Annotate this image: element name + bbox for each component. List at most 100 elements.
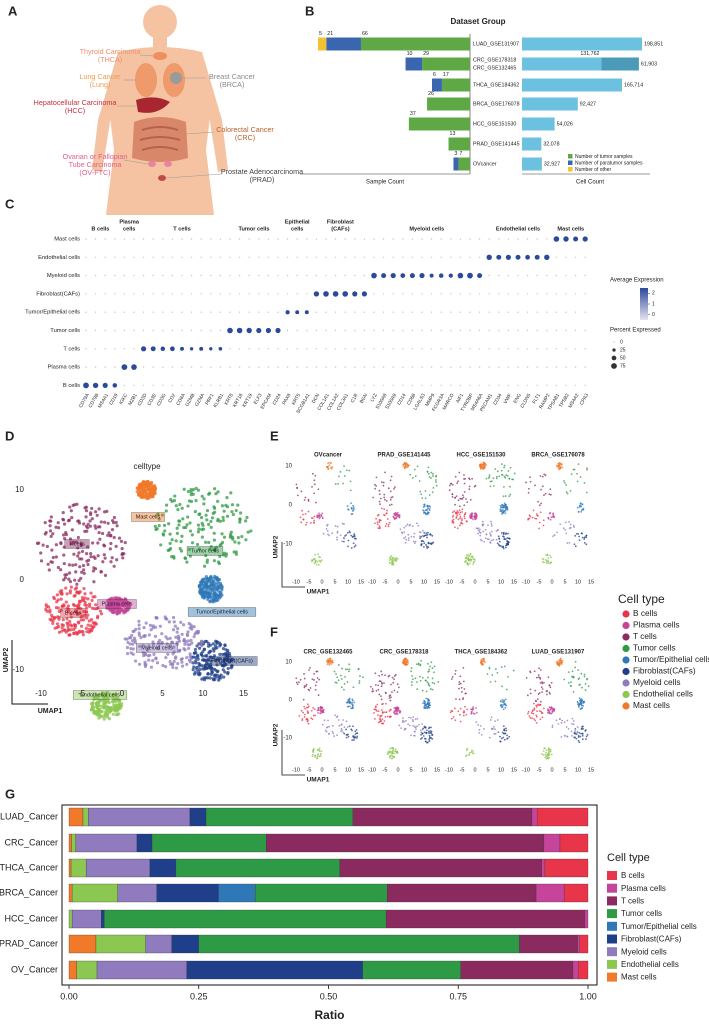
umap-point bbox=[383, 514, 385, 516]
umap-point bbox=[86, 613, 90, 617]
x-tick-label: 0 bbox=[473, 767, 476, 773]
umap-point bbox=[152, 484, 157, 488]
umap-point bbox=[95, 694, 99, 698]
umap-point bbox=[503, 485, 505, 488]
umap-point bbox=[61, 510, 65, 515]
umap-point bbox=[57, 615, 61, 619]
background-dot bbox=[258, 238, 260, 240]
umap-point bbox=[506, 474, 509, 477]
background-dot bbox=[565, 384, 567, 387]
umap-point bbox=[320, 710, 323, 713]
dot bbox=[371, 272, 377, 279]
value-label: 66 bbox=[362, 31, 368, 37]
background-dot bbox=[181, 274, 183, 277]
umap-point bbox=[529, 476, 531, 479]
background-dot bbox=[430, 256, 433, 258]
panel-label: D bbox=[5, 428, 14, 443]
umap-point bbox=[580, 672, 583, 675]
umap-point bbox=[317, 553, 320, 556]
umap-point bbox=[405, 663, 408, 666]
background-dot bbox=[219, 238, 222, 240]
gene-label: CD3G bbox=[156, 392, 168, 407]
gene-label: CD3D bbox=[137, 392, 149, 407]
umap-point bbox=[492, 477, 495, 480]
umap-point bbox=[197, 547, 201, 551]
umap-point bbox=[62, 603, 66, 607]
umap-point bbox=[88, 602, 92, 606]
umap-point bbox=[47, 605, 51, 609]
umap-point bbox=[109, 541, 113, 546]
background-dot bbox=[133, 256, 135, 258]
background-dot bbox=[104, 293, 106, 295]
x-tick-label: 15 bbox=[511, 579, 517, 585]
umap-point bbox=[83, 592, 87, 596]
cell-bar bbox=[522, 157, 542, 171]
umap-point bbox=[340, 686, 343, 689]
legend-swatch bbox=[607, 934, 617, 944]
umap-point bbox=[214, 492, 218, 496]
umap-point bbox=[459, 713, 461, 716]
umap-point bbox=[351, 698, 354, 701]
umap-point bbox=[573, 468, 576, 471]
background-dot bbox=[238, 274, 241, 277]
background-dot bbox=[584, 256, 586, 258]
background-dot bbox=[267, 293, 270, 295]
umap-point bbox=[202, 564, 207, 568]
umap-point bbox=[84, 626, 88, 630]
umap-point bbox=[168, 541, 172, 545]
umap-point bbox=[197, 646, 202, 650]
umap-point bbox=[154, 656, 158, 660]
background-dot bbox=[402, 238, 404, 240]
umap-point bbox=[73, 593, 77, 598]
umap-point bbox=[411, 525, 414, 528]
umap-point bbox=[538, 667, 540, 670]
umap-point bbox=[123, 541, 127, 545]
umap-point bbox=[81, 598, 86, 602]
umap-point bbox=[513, 472, 516, 475]
x-tick-label: 0 bbox=[396, 767, 399, 773]
umap-point bbox=[574, 728, 577, 730]
y-tick-label: -10 bbox=[283, 542, 292, 548]
background-dot bbox=[325, 366, 327, 368]
background-dot bbox=[171, 384, 174, 387]
x-tick-label: 10 bbox=[498, 767, 504, 773]
umap-point bbox=[218, 519, 223, 523]
background-dot bbox=[459, 348, 462, 350]
umap-point bbox=[581, 732, 584, 735]
umap-point bbox=[319, 561, 322, 563]
umap-point bbox=[153, 524, 157, 528]
umap-point bbox=[78, 565, 82, 569]
background-dot bbox=[507, 384, 510, 387]
umap-point bbox=[458, 513, 461, 516]
umap-point bbox=[174, 635, 178, 639]
umap-point bbox=[429, 688, 432, 690]
background-dot bbox=[162, 366, 164, 368]
umap-point bbox=[99, 612, 104, 616]
umap-point bbox=[383, 496, 386, 499]
background-dot bbox=[123, 274, 126, 277]
x-tick-label: -5 bbox=[537, 767, 542, 773]
umap-point bbox=[577, 510, 580, 513]
umap-point bbox=[461, 508, 464, 511]
background-dot bbox=[517, 311, 519, 313]
umap-point bbox=[502, 736, 505, 739]
umap-point bbox=[336, 532, 339, 534]
umap-point bbox=[563, 481, 566, 484]
dataset-label: THCA_GSE184362 bbox=[473, 82, 519, 88]
background-dot bbox=[277, 311, 279, 313]
umap-point bbox=[78, 557, 82, 561]
background-dot bbox=[210, 274, 212, 277]
umap-point bbox=[466, 747, 469, 750]
umap-point bbox=[408, 716, 410, 719]
background-dot bbox=[507, 366, 510, 368]
umap-point bbox=[331, 466, 334, 469]
x-tick-label: 5 bbox=[563, 579, 566, 585]
background-dot bbox=[392, 348, 394, 350]
umap-point bbox=[484, 537, 487, 540]
umap-point bbox=[91, 701, 95, 705]
background-dot bbox=[200, 274, 202, 277]
umap-point bbox=[358, 680, 361, 682]
umap-point bbox=[395, 517, 398, 520]
umap-point bbox=[407, 537, 410, 539]
umap-point bbox=[353, 534, 356, 537]
